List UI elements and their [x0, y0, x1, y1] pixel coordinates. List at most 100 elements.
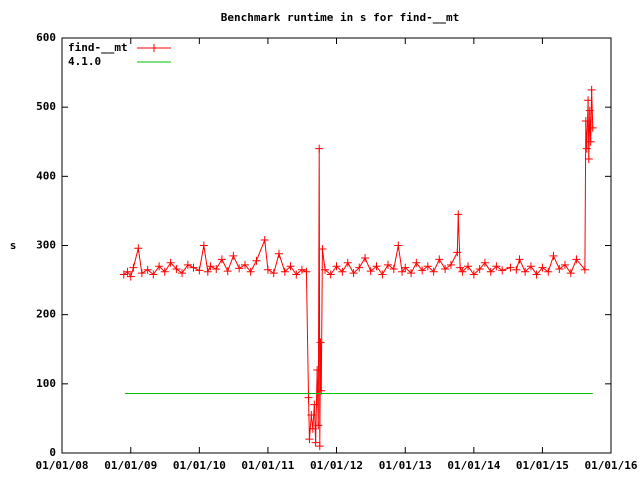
point-marker: [143, 265, 152, 274]
point-marker: [195, 266, 204, 275]
point-marker: [189, 263, 198, 272]
point-marker: [538, 263, 547, 272]
point-marker: [572, 255, 581, 264]
point-marker: [401, 263, 410, 272]
point-marker: [544, 267, 553, 276]
point-marker: [343, 258, 352, 267]
point-marker: [423, 262, 432, 271]
point-marker: [512, 265, 521, 274]
point-marker: [310, 400, 319, 409]
point-marker: [137, 269, 146, 278]
point-marker: [241, 260, 249, 269]
point-marker: [229, 251, 238, 260]
point-marker: [532, 270, 541, 279]
point-marker: [383, 260, 392, 269]
x-tick-label: 01/01/08: [36, 459, 89, 472]
point-marker: [316, 338, 325, 347]
point-marker: [308, 424, 317, 433]
point-marker: [129, 263, 138, 272]
point-marker: [269, 269, 278, 278]
point-marker: [199, 241, 208, 250]
x-tick-label: 01/01/09: [104, 459, 157, 472]
point-marker: [398, 267, 407, 276]
point-marker: [586, 137, 595, 146]
point-marker: [378, 270, 387, 279]
point-marker: [560, 260, 569, 269]
x-tick-label: 01/01/15: [516, 459, 569, 472]
x-tick-label: 01/01/16: [585, 459, 638, 472]
point-marker: [355, 263, 364, 272]
point-marker: [315, 144, 324, 153]
point-marker: [521, 267, 530, 276]
point-marker: [480, 258, 489, 267]
point-marker: [429, 267, 438, 276]
legend-label: 4.1.0: [68, 55, 101, 68]
point-marker: [307, 410, 316, 419]
y-axis-label: s: [10, 239, 17, 252]
x-tick-label: 01/01/10: [173, 459, 226, 472]
point-marker: [446, 260, 455, 269]
point-marker: [526, 262, 535, 271]
point-marker: [407, 269, 416, 278]
point-marker: [178, 269, 187, 278]
point-marker: [217, 255, 226, 264]
point-marker: [123, 267, 132, 276]
point-marker: [441, 265, 450, 274]
point-marker: [149, 270, 158, 279]
point-marker: [297, 265, 306, 274]
point-marker: [588, 123, 597, 132]
point-marker: [587, 85, 596, 94]
point-marker: [318, 244, 327, 253]
point-marker: [166, 258, 175, 267]
point-marker: [280, 267, 289, 276]
x-tick-label: 01/01/13: [379, 459, 432, 472]
point-marker: [305, 435, 314, 444]
x-tick-label: 01/01/12: [310, 459, 363, 472]
point-marker: [203, 267, 212, 276]
point-marker: [314, 421, 323, 430]
point-marker: [555, 265, 564, 274]
y-tick-label: 0: [49, 446, 56, 459]
point-marker: [338, 267, 347, 276]
point-marker: [366, 267, 375, 276]
point-marker: [206, 262, 215, 271]
point-marker: [252, 256, 261, 265]
point-marker: [418, 266, 427, 275]
point-marker: [475, 265, 484, 274]
point-marker: [275, 249, 284, 258]
point-marker: [506, 263, 515, 272]
point-marker: [292, 270, 301, 279]
point-marker: [435, 255, 444, 264]
point-marker: [126, 272, 135, 281]
point-marker: [486, 267, 495, 276]
point-marker: [584, 155, 593, 164]
point-marker: [302, 267, 311, 276]
point-marker: [453, 248, 462, 257]
point-marker: [584, 96, 593, 105]
y-tick-label: 100: [36, 377, 56, 390]
point-marker: [580, 265, 589, 274]
point-marker: [581, 117, 590, 125]
point-marker: [515, 255, 524, 264]
point-marker: [246, 267, 255, 276]
y-tick-label: 600: [36, 31, 56, 44]
point-marker: [361, 253, 370, 262]
point-marker: [304, 393, 313, 402]
point-marker: [492, 262, 501, 271]
point-marker: [454, 210, 463, 219]
point-marker: [456, 263, 465, 272]
y-tick-label: 200: [36, 308, 56, 321]
point-marker: [498, 266, 507, 275]
point-marker: [394, 241, 403, 250]
point-marker: [549, 251, 558, 260]
x-tick-label: 01/01/14: [447, 459, 500, 472]
point-marker: [458, 267, 467, 276]
x-tick-label: 01/01/11: [241, 459, 294, 472]
point-marker: [134, 244, 143, 253]
y-tick-label: 300: [36, 239, 56, 252]
legend-marker: [150, 44, 158, 52]
point-marker: [155, 262, 164, 271]
y-tick-label: 500: [36, 100, 56, 113]
point-marker: [160, 267, 169, 276]
